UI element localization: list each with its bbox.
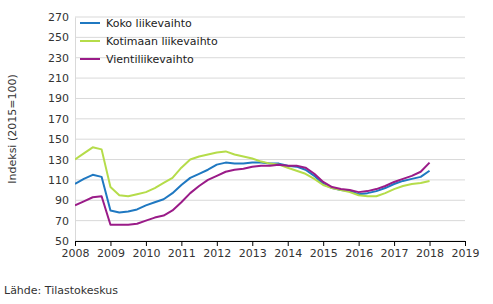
legend-label: Vientiliikevaihto (106, 53, 194, 66)
chart: 5070901101301501701902102302502702008200… (0, 0, 493, 304)
x-tick: 2018 (416, 241, 444, 260)
grid-line (75, 78, 465, 79)
x-axis: 2008 2009 2010 2011 2012 2013 2014 2015 2016 2017… (62, 241, 480, 260)
x-tick-mark (359, 241, 360, 246)
y-tick: 130 (48, 154, 75, 167)
x-tick-label: 2014 (274, 247, 302, 260)
x-tick: 2011 (168, 241, 196, 260)
x-tick: 2016 (345, 241, 373, 260)
y-tick-label: 130 (48, 154, 69, 167)
y-tick-label: 250 (48, 31, 69, 44)
y-tick: 110 (48, 174, 75, 187)
x-tick: 2008 (62, 241, 90, 260)
x-tick: 2014 (274, 241, 302, 260)
legend-swatch (80, 40, 100, 42)
x-tick-mark (252, 241, 253, 246)
x-tick-label: 2012 (203, 247, 231, 260)
x-tick-mark (323, 241, 324, 246)
x-tick: 2019 (452, 241, 480, 260)
x-tick-label: 2009 (97, 247, 125, 260)
x-axis-line (76, 242, 466, 247)
grid-line (75, 118, 465, 119)
y-tick-label: 90 (55, 194, 69, 207)
x-tick-mark (465, 241, 466, 246)
legend-label: Kotimaan liikevaihto (106, 35, 218, 48)
source: Lähde: Tilastokeskus (4, 284, 118, 297)
x-tick: 2009 (97, 241, 125, 260)
y-axis-title: Indeksi (2015=100) (6, 74, 19, 183)
y-tick: 250 (48, 31, 75, 44)
y-tick: 150 (48, 133, 75, 146)
x-tick-label: 2018 (416, 247, 444, 260)
y-tick-label: 210 (48, 72, 69, 85)
x-tick-mark (75, 241, 76, 246)
series-line (75, 163, 430, 213)
x-tick-label: 2019 (452, 247, 480, 260)
y-tick-label: 190 (48, 92, 69, 105)
x-tick-mark (110, 241, 111, 246)
x-tick-mark (430, 241, 431, 246)
x-tick-label: 2010 (132, 247, 160, 260)
x-tick-mark (394, 241, 395, 246)
y-tick: 210 (48, 72, 75, 85)
x-tick-mark (146, 241, 147, 246)
y-axis-line (75, 18, 76, 242)
x-tick-label: 2011 (168, 247, 196, 260)
y-axis: 507090110130150170190210230250270 (48, 11, 76, 248)
y-tick: 90 (55, 194, 75, 207)
grid-line (75, 159, 465, 160)
y-tick-label: 230 (48, 52, 69, 65)
y-tick-label: 150 (48, 133, 69, 146)
grid (75, 17, 465, 241)
y-tick: 270 (48, 11, 75, 24)
lines (75, 147, 430, 224)
y-tick-label: 110 (48, 174, 69, 187)
x-tick-label: 2015 (310, 247, 338, 260)
y-tick-label: 70 (55, 215, 69, 228)
grid-line (75, 220, 465, 221)
y-tick-label: 170 (48, 113, 69, 126)
x-tick: 2013 (239, 241, 267, 260)
x-tick: 2015 (310, 241, 338, 260)
x-tick-label: 2013 (239, 247, 267, 260)
x-tick-mark (217, 241, 218, 246)
y-tick: 190 (48, 92, 75, 105)
legend-swatch (80, 22, 100, 24)
x-tick-label: 2008 (62, 247, 90, 260)
y-tick-label: 270 (48, 11, 69, 24)
x-tick-mark (181, 241, 182, 246)
x-tick: 2010 (132, 241, 160, 260)
y-tick: 70 (55, 215, 75, 228)
grid-line (75, 98, 465, 99)
x-tick-mark (288, 241, 289, 246)
legend: Koko liikevaihto Kotimaan liikevaihto Vien… (80, 17, 218, 66)
legend-swatch (80, 58, 100, 60)
x-tick-label: 2017 (381, 247, 409, 260)
x-tick: 2017 (381, 241, 409, 260)
x-tick-label: 2016 (345, 247, 373, 260)
y-tick: 230 (48, 52, 75, 65)
grid-line (75, 200, 465, 201)
x-tick: 2012 (203, 241, 231, 260)
grid-line (75, 139, 465, 140)
y-tick: 170 (48, 113, 75, 126)
series-line (75, 163, 430, 225)
legend-label: Koko liikevaihto (106, 17, 192, 30)
